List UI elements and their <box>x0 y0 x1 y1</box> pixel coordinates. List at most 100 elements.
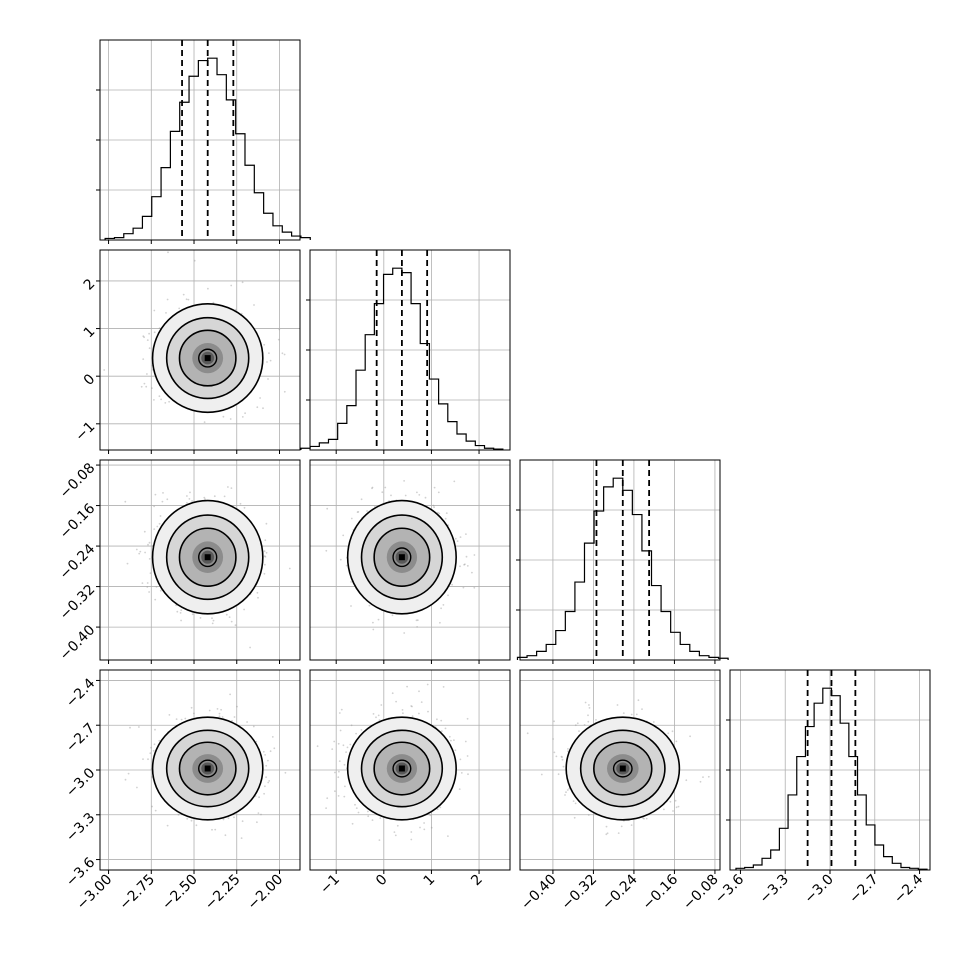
sample-point <box>553 720 555 723</box>
sample-point <box>278 328 281 331</box>
sample-point <box>191 613 194 616</box>
contour-line <box>165 316 250 400</box>
tick-label-x: 0 <box>373 872 391 890</box>
sample-point <box>471 571 473 574</box>
contour-line <box>165 729 250 808</box>
contour-line <box>392 547 412 568</box>
sample-point <box>264 563 266 566</box>
density-peak <box>619 765 626 772</box>
sample-point <box>220 708 223 711</box>
sample-point <box>262 407 264 410</box>
sample-point <box>622 712 625 714</box>
sample-point <box>243 608 246 611</box>
sample-point <box>440 719 443 722</box>
sample-point <box>459 536 462 538</box>
sample-point <box>616 704 619 706</box>
sample-point <box>325 807 327 809</box>
sample-point <box>350 724 353 727</box>
tick-label-x: −3.6 <box>712 871 747 906</box>
contour-line <box>151 716 264 821</box>
sample-point <box>411 715 414 718</box>
sample-point <box>178 307 181 310</box>
sample-point <box>454 537 457 540</box>
sample-point <box>403 632 406 634</box>
sample-point <box>283 353 286 356</box>
sample-point <box>574 802 577 805</box>
sample-point <box>177 813 180 816</box>
sample-point <box>150 746 152 749</box>
sample-point <box>265 776 267 779</box>
sample-point <box>565 791 567 794</box>
sample-point <box>185 298 188 301</box>
sample-point <box>166 498 169 501</box>
sample-point <box>467 773 469 776</box>
sample-point <box>645 817 648 820</box>
panel-frame <box>309 669 511 871</box>
sample-point <box>366 510 368 512</box>
sample-point <box>143 336 146 339</box>
sample-point <box>257 812 260 814</box>
sample-point <box>158 327 161 330</box>
sample-point <box>204 498 206 500</box>
sample-point <box>203 496 206 499</box>
sample-point <box>635 713 638 716</box>
sample-point <box>146 373 148 375</box>
sample-point <box>699 780 702 783</box>
sample-point <box>395 700 397 703</box>
sample-point <box>142 758 144 760</box>
sample-point <box>418 690 420 693</box>
sample-point <box>444 727 447 730</box>
sample-point <box>264 555 267 558</box>
contour-line <box>178 527 237 587</box>
sample-point <box>265 764 268 767</box>
sample-point <box>263 792 265 795</box>
contour-line <box>165 514 250 601</box>
contour-line <box>360 729 444 808</box>
sample-point <box>267 378 269 380</box>
sample-point <box>168 400 171 403</box>
sample-point <box>263 572 266 575</box>
sample-point <box>167 251 169 254</box>
sample-point <box>334 771 336 774</box>
panel-2-1 <box>309 459 511 664</box>
sample-point <box>316 745 319 748</box>
sample-point <box>451 583 453 586</box>
sample-point <box>193 259 196 262</box>
sample-point <box>371 486 374 489</box>
sample-point <box>337 795 340 797</box>
sample-point <box>184 717 187 720</box>
sample-point <box>338 760 341 762</box>
sample-point <box>191 500 194 502</box>
sample-point <box>439 621 441 624</box>
sample-point <box>674 799 677 802</box>
sample-point <box>126 562 129 565</box>
sample-point <box>190 706 193 709</box>
sample-point <box>257 596 259 599</box>
sample-point <box>233 716 236 718</box>
sample-point <box>326 507 329 510</box>
sample-point <box>642 817 644 819</box>
sample-point <box>584 701 587 704</box>
sample-point <box>652 721 655 723</box>
sample-point <box>605 825 608 828</box>
sample-point <box>595 719 597 721</box>
sample-point <box>241 820 244 823</box>
sample-point <box>156 525 159 528</box>
sample-point <box>453 739 455 741</box>
sample-point <box>146 339 149 341</box>
sample-point <box>440 730 443 733</box>
sample-point <box>268 352 270 354</box>
tick-label-y: −0.32 <box>57 582 99 624</box>
sample-point <box>340 708 343 711</box>
contour-line <box>373 527 431 587</box>
sample-point <box>164 402 167 404</box>
sample-point <box>162 492 164 494</box>
panel-1-1 <box>300 249 511 454</box>
sample-point <box>227 817 230 820</box>
sample-point <box>147 543 149 546</box>
sample-point <box>410 831 413 833</box>
sample-point <box>372 628 375 631</box>
sample-point <box>176 610 179 613</box>
sample-point <box>572 800 575 802</box>
sample-point <box>165 312 167 314</box>
